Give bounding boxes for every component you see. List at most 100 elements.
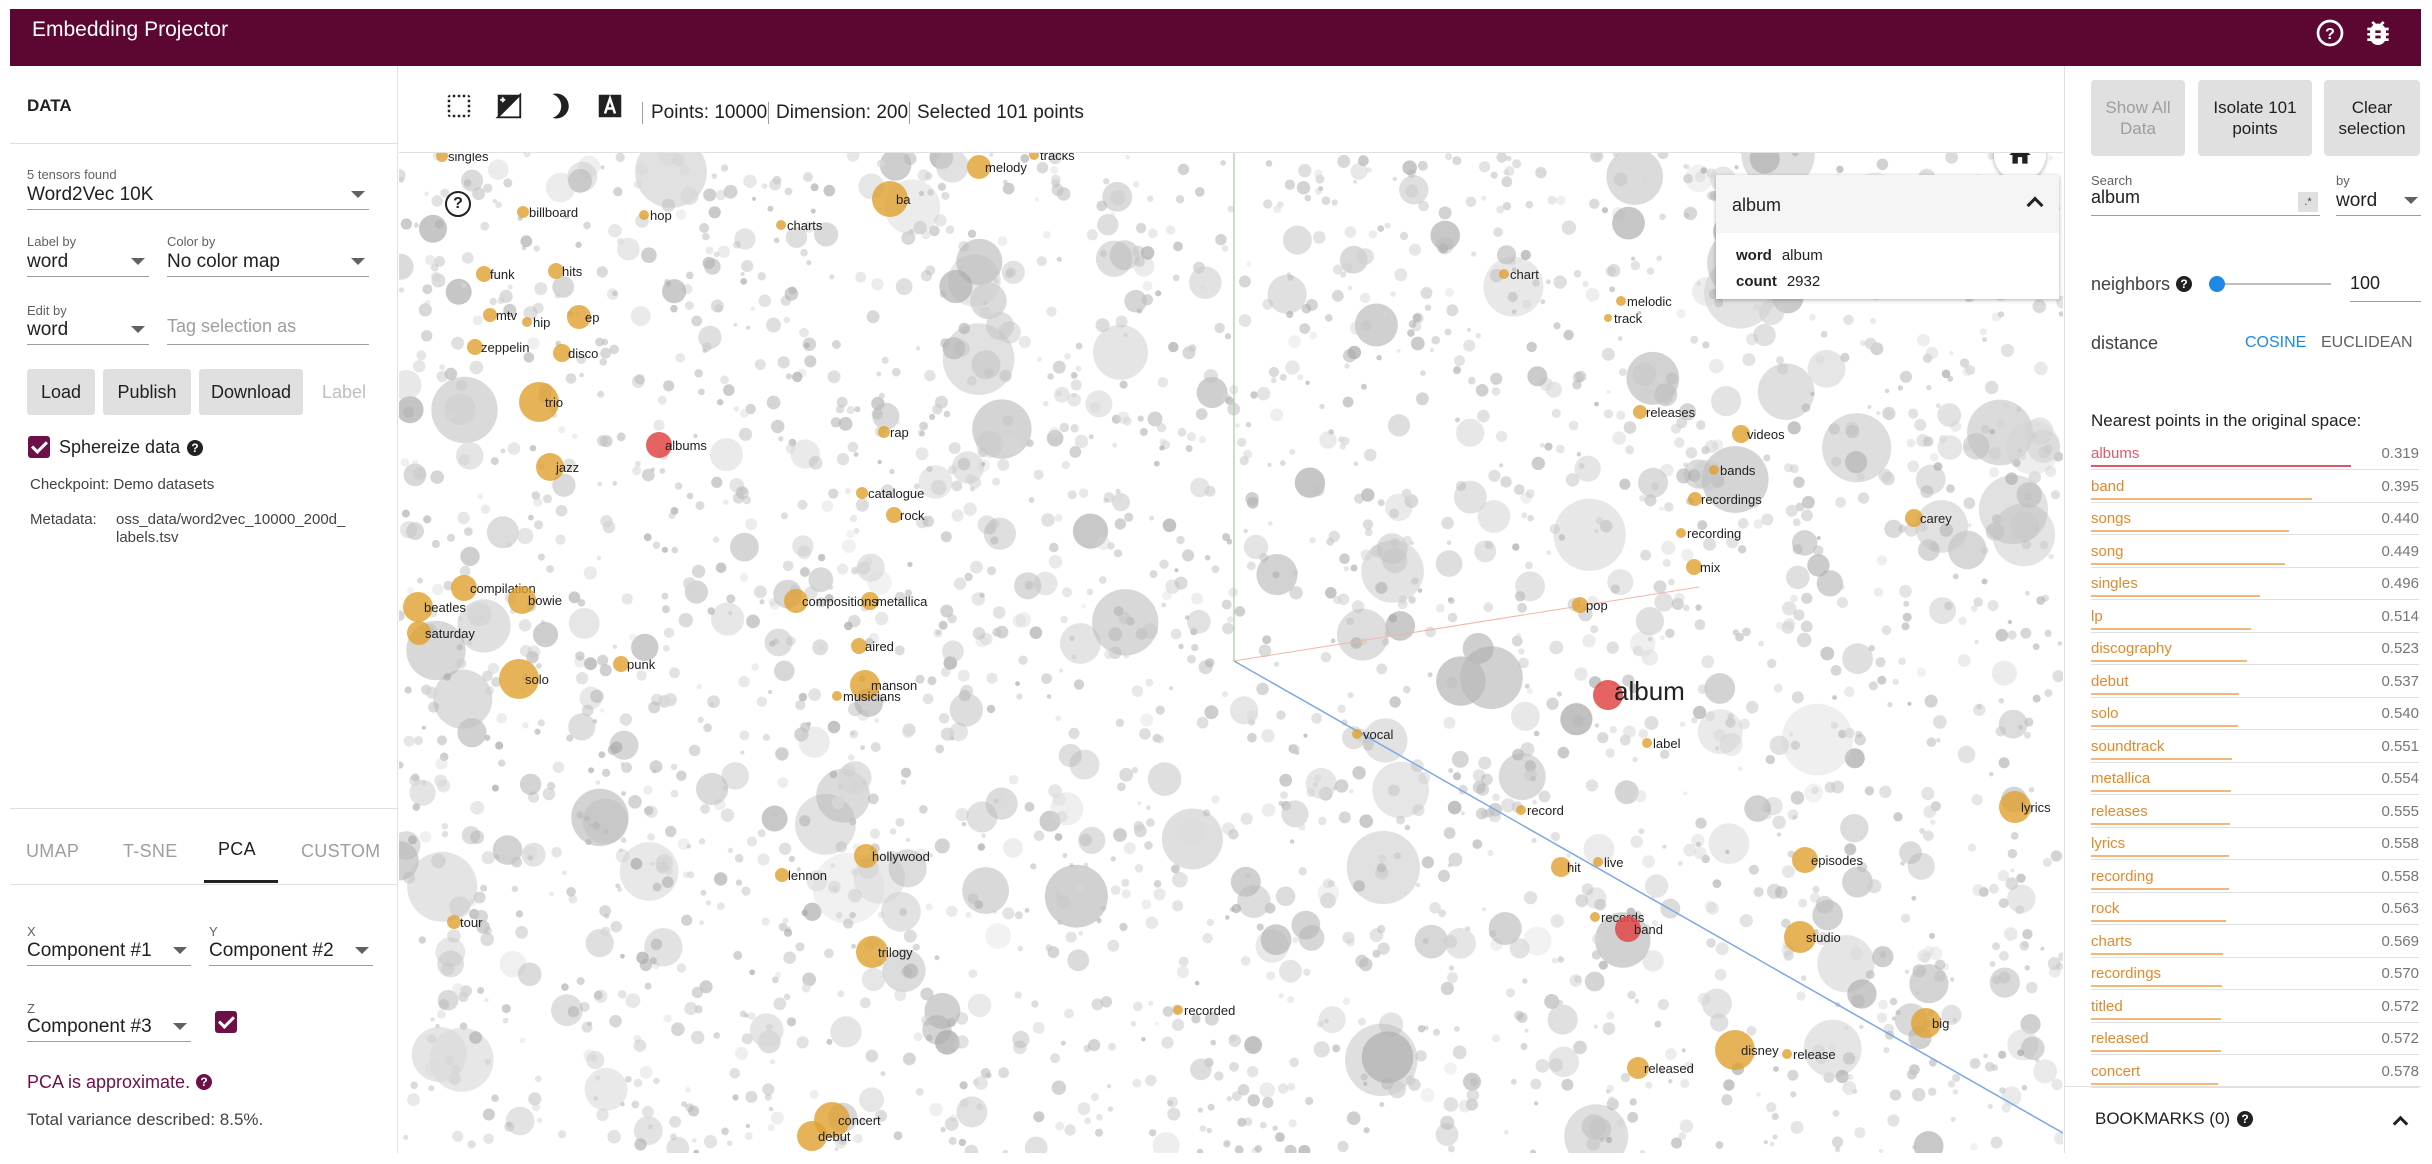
point-marker[interactable] <box>878 426 890 438</box>
embedding-point[interactable] <box>926 465 933 473</box>
embedding-point[interactable] <box>889 828 897 835</box>
embedding-point[interactable] <box>1184 615 1190 620</box>
embedding-point[interactable] <box>521 246 526 251</box>
embedding-point[interactable] <box>456 658 467 669</box>
point-marker[interactable] <box>1627 1057 1649 1079</box>
embedding-point[interactable] <box>1016 693 1023 700</box>
embedding-point[interactable] <box>1757 363 1815 420</box>
embedding-point[interactable] <box>2009 511 2040 542</box>
point-marker[interactable] <box>1688 492 1702 506</box>
embedding-point[interactable] <box>702 232 710 241</box>
embedding-point[interactable] <box>1172 1018 1185 1031</box>
embedding-point[interactable] <box>515 910 523 918</box>
embedding-point[interactable] <box>721 762 749 790</box>
embedding-point[interactable] <box>1265 160 1273 167</box>
embedding-point[interactable] <box>1069 446 1082 458</box>
embedding-point[interactable] <box>1095 240 1133 277</box>
embedding-point[interactable] <box>1921 786 1935 801</box>
embedding-point[interactable] <box>1997 978 2003 984</box>
embedding-point[interactable] <box>2028 787 2035 793</box>
embedding-point[interactable] <box>1603 409 1614 419</box>
embedding-point[interactable] <box>1984 1062 1995 1072</box>
embedding-point[interactable] <box>400 218 412 230</box>
embedding-point[interactable] <box>399 253 414 280</box>
embedding-point[interactable] <box>1445 288 1454 297</box>
embedding-point[interactable] <box>417 405 422 411</box>
embedding-point[interactable] <box>511 856 522 868</box>
embedding-point[interactable] <box>859 1087 884 1113</box>
embedding-point[interactable] <box>1043 400 1049 407</box>
embedding-point[interactable] <box>848 888 862 903</box>
embedding-point[interactable] <box>1072 513 1109 549</box>
embedding-point[interactable] <box>431 583 444 596</box>
embedding-point[interactable] <box>1124 289 1147 313</box>
embedding-point[interactable] <box>1115 488 1121 494</box>
nearest-point-row[interactable]: released 0.572 <box>2091 1023 2419 1055</box>
embedding-point[interactable] <box>1191 643 1199 652</box>
embedding-point[interactable] <box>1086 229 1098 241</box>
embedding-point[interactable] <box>1928 946 1943 961</box>
embedding-point[interactable] <box>1350 321 1364 335</box>
embedding-point[interactable] <box>1416 392 1429 406</box>
embedding-point[interactable] <box>1050 792 1084 826</box>
embedding-point[interactable] <box>1524 1028 1529 1033</box>
embedding-point[interactable] <box>685 1087 691 1093</box>
embedding-point[interactable] <box>1560 703 1593 736</box>
embedding-point[interactable] <box>1937 403 1962 427</box>
embedding-point[interactable] <box>566 887 576 897</box>
embedding-point[interactable] <box>609 730 639 760</box>
bookmarks-panel[interactable]: BOOKMARKS (0) ? <box>2065 1086 2421 1153</box>
embedding-point[interactable] <box>929 413 936 420</box>
embedding-point[interactable] <box>881 891 921 932</box>
embedding-point[interactable] <box>818 645 824 651</box>
embedding-point[interactable] <box>1662 558 1671 567</box>
embedding-point[interactable] <box>1360 1073 1368 1081</box>
embedding-point[interactable] <box>1520 249 1531 261</box>
embedding-point[interactable] <box>1607 264 1621 277</box>
embedding-point[interactable] <box>711 476 723 488</box>
point-marker[interactable] <box>1173 1005 1183 1015</box>
embedding-point[interactable] <box>804 342 810 349</box>
embedding-point[interactable] <box>1744 795 1771 822</box>
embedding-point[interactable] <box>1897 385 1903 391</box>
embedding-point[interactable] <box>756 696 768 707</box>
embedding-point[interactable] <box>2028 471 2041 484</box>
embedding-point[interactable] <box>1319 403 1325 410</box>
embedding-point[interactable] <box>1835 1069 1849 1084</box>
embedding-point[interactable] <box>1492 1034 1501 1043</box>
embedding-point[interactable] <box>801 983 811 993</box>
embedding-point[interactable] <box>1028 497 1035 503</box>
embedding-point[interactable] <box>434 256 445 267</box>
embedding-point[interactable] <box>1578 463 1585 469</box>
embedding-point[interactable] <box>720 375 729 385</box>
embedding-point[interactable] <box>849 729 859 739</box>
embedding-point[interactable] <box>1907 460 1920 473</box>
embedding-point[interactable] <box>1574 455 1601 482</box>
point-marker[interactable] <box>1999 791 2031 823</box>
embedding-point[interactable] <box>1196 377 1228 408</box>
embedding-point[interactable] <box>1898 657 1906 665</box>
embedding-point[interactable] <box>1563 329 1574 341</box>
embedding-point[interactable] <box>1256 386 1271 401</box>
nearest-point-row[interactable]: soundtrack 0.551 <box>2091 731 2419 763</box>
embedding-point[interactable] <box>1452 156 1462 166</box>
embedding-point[interactable] <box>1514 1010 1524 1021</box>
embedding-point[interactable] <box>1246 561 1256 571</box>
point-marker[interactable] <box>850 670 880 700</box>
embedding-point[interactable] <box>1332 1044 1341 1053</box>
embedding-point[interactable] <box>685 301 694 310</box>
embedding-point[interactable] <box>1594 401 1599 407</box>
embedding-point[interactable] <box>567 1006 580 1018</box>
embedding-point[interactable] <box>767 205 774 212</box>
embedding-point[interactable] <box>741 260 754 273</box>
embedding-point[interactable] <box>967 229 977 238</box>
embedding-point[interactable] <box>411 1027 467 1082</box>
embedding-point[interactable] <box>850 731 856 736</box>
embedding-point[interactable] <box>922 515 934 528</box>
embedding-point[interactable] <box>1012 614 1026 628</box>
embedding-point[interactable] <box>990 536 999 545</box>
embedding-point[interactable] <box>792 371 803 383</box>
embedding-point[interactable] <box>500 448 506 454</box>
embedding-point[interactable] <box>588 767 595 774</box>
embedding-point[interactable] <box>1375 581 1388 594</box>
